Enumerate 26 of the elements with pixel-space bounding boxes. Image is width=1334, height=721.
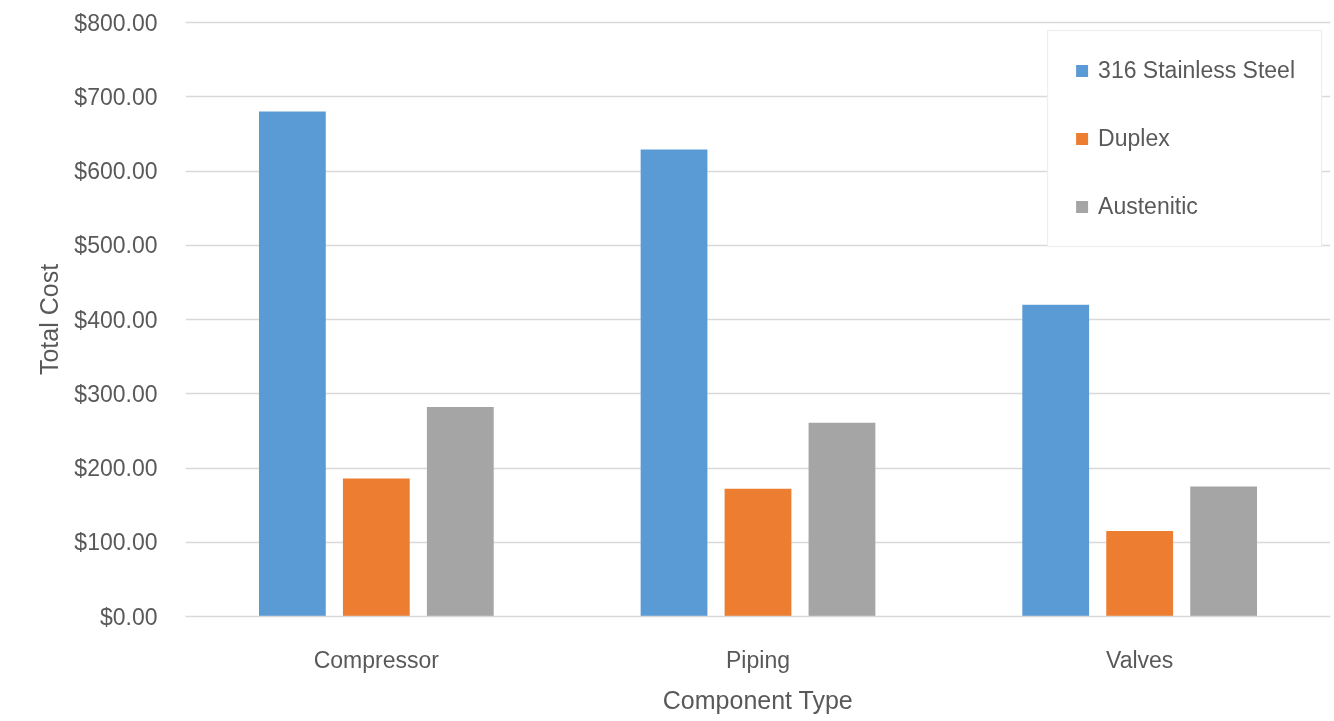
legend-label: Austenitic bbox=[1098, 193, 1198, 220]
y-tick-label: $400.00 bbox=[74, 306, 158, 333]
bar bbox=[342, 478, 410, 617]
y-tick-label: $0.00 bbox=[99, 603, 158, 630]
bar bbox=[1106, 531, 1174, 617]
legend-label: Duplex bbox=[1098, 125, 1170, 152]
y-tick-label: $600.00 bbox=[74, 158, 158, 184]
bar bbox=[808, 422, 876, 617]
x-tick-label: Compressor bbox=[313, 646, 440, 673]
y-tick-label: $300.00 bbox=[74, 380, 158, 407]
bar bbox=[258, 111, 326, 617]
bar bbox=[1022, 304, 1090, 617]
y-tick-label: $200.00 bbox=[74, 455, 158, 481]
y-tick-label: $100.00 bbox=[74, 529, 158, 556]
y-axis-title: Total Cost bbox=[35, 263, 64, 376]
y-tick-label: $700.00 bbox=[74, 83, 158, 110]
legend-label: 316 Stainless Steel bbox=[1098, 57, 1295, 84]
bar bbox=[426, 407, 494, 617]
x-axis-title: Component Type bbox=[662, 685, 853, 714]
x-tick-label: Piping bbox=[726, 646, 790, 673]
bar bbox=[640, 149, 708, 617]
bar bbox=[1190, 486, 1258, 617]
bar bbox=[724, 488, 792, 617]
y-tick-label: $800.00 bbox=[74, 9, 158, 36]
y-tick-label: $500.00 bbox=[74, 232, 158, 259]
x-tick-label: Valves bbox=[1106, 646, 1174, 673]
